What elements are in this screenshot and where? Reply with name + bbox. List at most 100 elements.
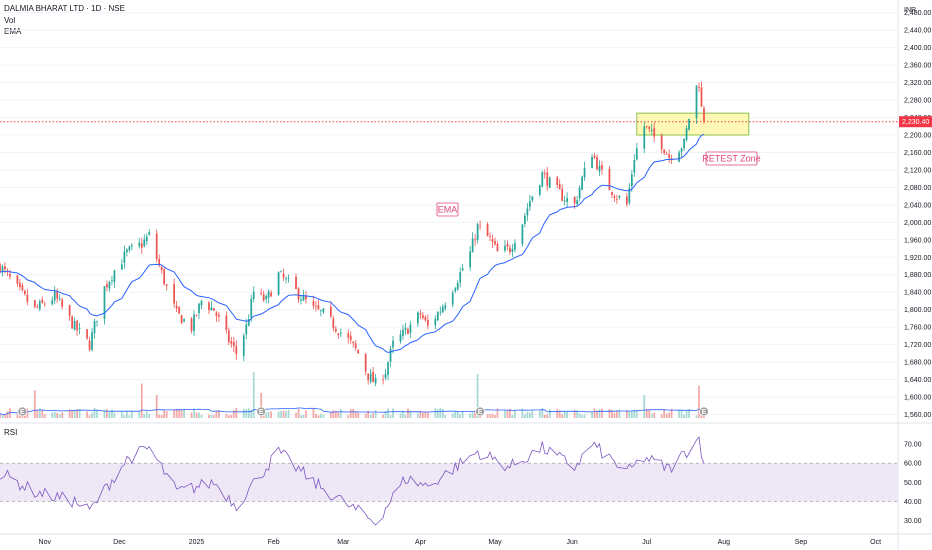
candle-body	[650, 129, 653, 132]
candle	[596, 154, 598, 171]
volume-bar	[546, 414, 549, 418]
candle-body	[680, 148, 683, 152]
candle-body	[349, 335, 352, 341]
candle	[417, 311, 419, 327]
candle-body	[24, 290, 26, 294]
candle	[698, 82, 700, 92]
volume-bar	[215, 410, 218, 418]
rsi-legend[interactable]: RSI	[4, 428, 18, 437]
price-tick-label: 2,360.00	[904, 63, 931, 70]
rsi-tick-label: 50.00	[904, 480, 922, 487]
volume-bar	[123, 415, 126, 418]
volume-bar	[389, 415, 392, 418]
candle	[538, 184, 541, 197]
candle-body	[183, 319, 185, 322]
candle-body	[521, 224, 524, 245]
candle-body	[320, 310, 322, 312]
candle-body	[277, 272, 280, 295]
candle-body	[352, 341, 355, 344]
candle	[1, 264, 4, 277]
volume-bar	[439, 408, 442, 418]
volume-bar	[332, 410, 335, 418]
candle-body	[561, 188, 564, 201]
volume-bar	[685, 410, 688, 418]
price-tick-label: 2,160.00	[904, 150, 931, 157]
candle-body	[73, 321, 76, 330]
volume-bar	[419, 410, 422, 418]
candle	[556, 175, 559, 189]
candle	[598, 160, 601, 176]
candle-body	[392, 340, 394, 348]
volume-bar	[305, 410, 307, 418]
volume-bar	[26, 408, 29, 418]
candle	[695, 85, 698, 124]
candle-body	[566, 198, 569, 202]
volume-bar	[407, 408, 409, 418]
candle	[678, 150, 680, 163]
earnings-marker: E	[475, 406, 485, 417]
rsi-tick-label: 70.00	[904, 442, 922, 449]
volume-bar	[486, 414, 489, 418]
candle	[21, 282, 24, 293]
candle-body	[474, 239, 476, 241]
volume-bar	[511, 414, 514, 418]
volume-bar	[16, 414, 19, 418]
ema-legend[interactable]: EMA	[4, 27, 22, 36]
candle-body	[514, 243, 516, 250]
volume-legend[interactable]: Vol	[4, 16, 16, 25]
volume-bar	[680, 409, 683, 418]
candle-body	[225, 315, 228, 331]
candle	[163, 267, 166, 286]
candle	[165, 284, 168, 291]
candle-body	[683, 139, 685, 149]
candle	[140, 237, 143, 254]
earnings-marker: E	[699, 406, 709, 417]
candle	[441, 304, 444, 314]
price-tick-label: 1,840.00	[904, 290, 931, 297]
volume-bar	[300, 415, 302, 418]
candle-body	[26, 294, 29, 302]
candle-body	[337, 333, 340, 336]
price-tick-label: 1,560.00	[904, 412, 931, 419]
candle	[566, 192, 569, 209]
candle	[88, 336, 91, 352]
candle-body	[444, 305, 447, 309]
candle	[349, 331, 352, 344]
candle-body	[53, 291, 56, 301]
volume-bar	[339, 408, 342, 418]
candle	[409, 320, 412, 339]
candle-body	[128, 246, 131, 251]
candle	[561, 184, 564, 202]
volume-bar	[6, 411, 9, 418]
candle	[158, 254, 161, 268]
candle-body	[103, 286, 106, 320]
volume-bar	[489, 413, 491, 418]
candle-body	[111, 280, 113, 281]
ema-line	[0, 133, 705, 353]
time-tick-label: Oct	[870, 539, 881, 546]
candle-body	[215, 312, 218, 316]
candle-body	[424, 316, 427, 321]
candle-body	[145, 236, 148, 242]
candle-body	[506, 243, 509, 247]
candle-body	[76, 320, 78, 331]
candle	[688, 118, 690, 131]
candle	[195, 314, 198, 317]
candle-body	[426, 320, 429, 326]
candle-body	[454, 288, 457, 292]
candle	[322, 307, 325, 314]
volume-bar	[630, 410, 633, 418]
volume-bar	[426, 412, 429, 418]
ema-annotation: EMA	[436, 202, 459, 217]
volume-bar	[635, 410, 638, 418]
candle	[320, 309, 322, 317]
volume-bar	[96, 410, 98, 418]
volume-bar	[297, 408, 300, 418]
volume-bar	[352, 408, 355, 418]
candle	[26, 289, 29, 306]
symbol-title[interactable]: DALMIA BHARAT LTD · 1D · NSE	[4, 4, 125, 13]
price-tick-label: 2,000.00	[904, 220, 931, 227]
volume-bar	[36, 409, 39, 418]
ema-layer	[0, 133, 705, 353]
